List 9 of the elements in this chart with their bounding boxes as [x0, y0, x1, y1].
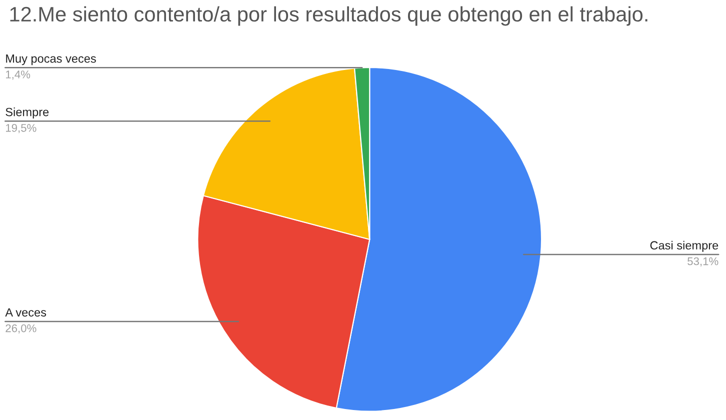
data-label: 1,4% — [6, 70, 30, 80]
data-label: 53,1% — [688, 257, 718, 266]
data-label: 26,0% — [6, 324, 36, 334]
slice-label: Muy pocas veces — [6, 54, 96, 66]
chart-title: 12.Me siento contento/a por los resultados que obtengo en el trabajo. — [10, 6, 648, 26]
slice-label: Casi siempre — [650, 240, 718, 252]
data-label: 19,5% — [6, 124, 36, 134]
slice-label: A veces — [5, 308, 46, 317]
slice-label: Siempre — [6, 108, 49, 119]
